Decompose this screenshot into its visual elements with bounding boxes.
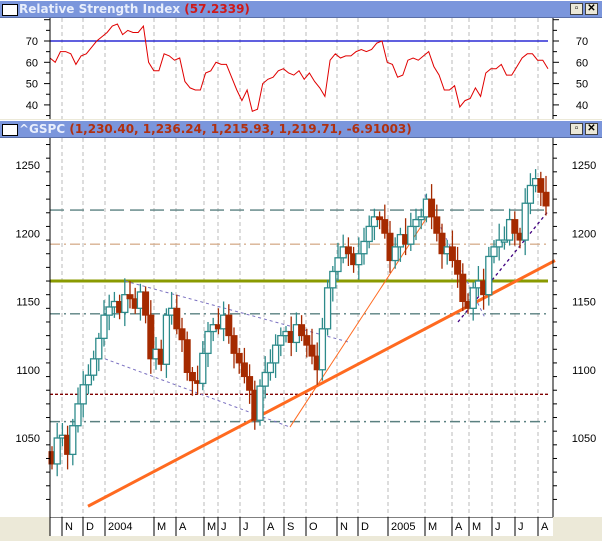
svg-text:N: N (340, 521, 348, 533)
maximize-price-button[interactable]: ▫ (570, 123, 583, 135)
maximize-icon: ▫ (574, 123, 579, 134)
svg-text:M: M (157, 521, 166, 533)
svg-text:2004: 2004 (108, 521, 132, 533)
svg-text:1050: 1050 (572, 433, 596, 445)
svg-text:40: 40 (576, 100, 588, 112)
svg-text:J: J (221, 521, 227, 533)
svg-text:M: M (207, 521, 216, 533)
rsi-current-value: (57.2339) (184, 2, 250, 16)
svg-text:O: O (309, 521, 318, 533)
maximize-icon: ▫ (574, 3, 579, 14)
svg-text:J: J (243, 521, 249, 533)
svg-text:40: 40 (26, 100, 38, 112)
svg-text:1050: 1050 (16, 433, 40, 445)
close-rsi-button[interactable]: ✕ (585, 3, 598, 15)
svg-text:70: 70 (576, 36, 588, 48)
candlestick-chart: 1250 1250 1200 1200 1150 1150 1100 1100 1050 1050 (16, 138, 596, 517)
svg-text:S: S (287, 521, 294, 533)
x-axis: N D 2004 M A M J J A S O N D 2005 M A M J J A (0, 516, 602, 536)
rsi-chart: 70 70 60 60 50 50 40 40 (26, 18, 588, 119)
svg-text:60: 60 (26, 57, 38, 69)
close-price-button[interactable]: ✕ (585, 123, 598, 135)
svg-text:1100: 1100 (572, 365, 596, 377)
svg-text:D: D (86, 521, 94, 533)
svg-text:M: M (428, 521, 437, 533)
ohlc-values: (1,230.40, 1,236.24, 1,215.93, 1,219.71,… (69, 122, 412, 136)
svg-text:1150: 1150 (16, 297, 40, 309)
svg-text:1150: 1150 (572, 297, 596, 309)
rsi-panel-titlebar: Relative Strength Index (57.2339) ▫ ✕ (0, 0, 602, 18)
svg-text:2005: 2005 (391, 521, 415, 533)
close-icon: ✕ (587, 3, 596, 14)
svg-text:A: A (455, 521, 463, 533)
svg-text:M: M (472, 521, 481, 533)
svg-text:1200: 1200 (16, 228, 40, 240)
svg-text:1200: 1200 (572, 228, 596, 240)
price-chart-panel[interactable]: 1250 1250 1200 1200 1150 1150 1100 1100 1050 1050 (0, 138, 602, 517)
svg-text:J: J (518, 521, 524, 533)
svg-text:A: A (179, 521, 187, 533)
svg-text:50: 50 (576, 79, 588, 91)
svg-text:1250: 1250 (572, 160, 596, 172)
panel-menu-icon[interactable] (2, 124, 18, 136)
rsi-title-text: Relative Strength Index (19, 2, 181, 16)
rsi-chart-panel[interactable]: 70 70 60 60 50 50 40 40 (0, 18, 602, 119)
svg-text:70: 70 (26, 36, 38, 48)
svg-text:A: A (541, 521, 549, 533)
price-panel-title: ^GSPC (1,230.40, 1,236.24, 1,215.93, 1,2… (19, 122, 412, 136)
svg-text:1100: 1100 (16, 365, 40, 377)
svg-text:50: 50 (26, 79, 38, 91)
maximize-rsi-button[interactable]: ▫ (570, 3, 583, 15)
svg-text:1250: 1250 (16, 160, 40, 172)
svg-text:D: D (361, 521, 369, 533)
x-axis-labels: N D 2004 M A M J J A S O N D 2005 M A M J J A (49, 516, 553, 536)
svg-text:J: J (495, 521, 501, 533)
symbol-label: ^GSPC (19, 122, 66, 136)
svg-text:N: N (65, 521, 73, 533)
rsi-panel-title: Relative Strength Index (57.2339) (19, 2, 250, 16)
price-panel-titlebar: ^GSPC (1,230.40, 1,236.24, 1,215.93, 1,2… (0, 120, 602, 138)
close-icon: ✕ (587, 123, 596, 134)
svg-text:60: 60 (576, 57, 588, 69)
svg-text:A: A (267, 521, 275, 533)
panel-menu-icon[interactable] (2, 4, 18, 16)
